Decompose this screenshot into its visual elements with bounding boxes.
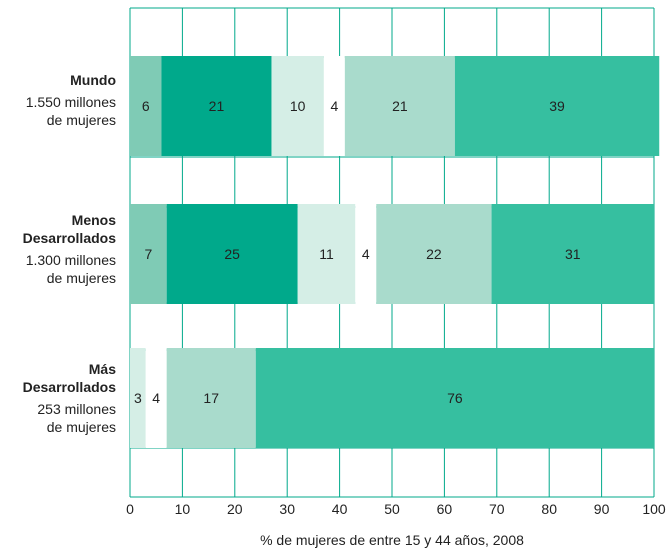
bar-segment <box>145 348 167 448</box>
data-label: 21 <box>392 98 408 114</box>
x-axis-ticks: 0 10 20 30 40 50 60 70 80 90 100 <box>126 501 666 517</box>
data-label: 25 <box>224 246 240 262</box>
data-label: 6 <box>142 98 150 114</box>
x-tick-label: 50 <box>384 501 400 517</box>
category-subtitle: 1.550 millones <box>26 94 116 110</box>
data-label: 22 <box>426 246 442 262</box>
x-tick-label: 90 <box>594 501 610 517</box>
bar-segment <box>130 348 146 448</box>
category-subtitle: 253 millones <box>37 401 116 417</box>
bar-segment <box>297 204 356 304</box>
category-name: Desarrollados <box>23 379 117 395</box>
x-tick-label: 100 <box>642 501 666 517</box>
bar-segment <box>344 56 455 156</box>
data-label: 10 <box>290 98 306 114</box>
bar-segment <box>323 56 345 156</box>
category-name: Desarrollados <box>23 230 117 246</box>
data-label: 39 <box>549 98 565 114</box>
data-label: 76 <box>447 390 463 406</box>
x-tick-label: 20 <box>227 501 243 517</box>
bar-segment <box>376 204 492 304</box>
category-name: Menos <box>72 212 117 228</box>
data-label: 21 <box>209 98 225 114</box>
data-label: 7 <box>144 246 152 262</box>
category-subtitle: de mujeres <box>47 419 116 435</box>
data-label: 4 <box>152 390 160 406</box>
data-label: 11 <box>319 246 334 262</box>
data-label: 4 <box>362 246 370 262</box>
category-subtitle: de mujeres <box>47 270 116 286</box>
category-name: Mundo <box>70 72 116 88</box>
x-tick-label: 30 <box>279 501 295 517</box>
category-subtitle: de mujeres <box>47 112 116 128</box>
x-tick-label: 60 <box>437 501 453 517</box>
bar-segment <box>130 56 162 156</box>
x-tick-label: 10 <box>175 501 191 517</box>
bar-segment <box>130 204 167 304</box>
x-tick-label: 70 <box>489 501 505 517</box>
bar-segment <box>161 56 272 156</box>
category-name: Más <box>89 361 116 377</box>
bar-segment <box>454 56 660 156</box>
x-tick-label: 40 <box>332 501 348 517</box>
bars: 6 21 10 4 21 397 25 11 4 22 313 4 17 76 <box>130 56 660 448</box>
data-label: 17 <box>203 390 219 406</box>
x-tick-label: 80 <box>541 501 557 517</box>
bar-segment <box>355 204 377 304</box>
data-label: 31 <box>565 246 581 262</box>
bar-segment <box>491 204 654 304</box>
x-tick-label: 0 <box>126 501 134 517</box>
category-subtitle: 1.300 millones <box>26 252 116 268</box>
bar-segment <box>166 348 256 448</box>
data-label: 4 <box>330 98 338 114</box>
data-label: 3 <box>134 390 142 406</box>
bar-segment <box>271 56 324 156</box>
bar-segment <box>255 348 654 448</box>
x-axis-title: % de mujeres de entre 15 y 44 años, 2008 <box>260 532 524 548</box>
bar-segment <box>166 204 298 304</box>
category-labels: Mundo 1.550 millones de mujeres Menos Desarr… <box>23 72 117 435</box>
